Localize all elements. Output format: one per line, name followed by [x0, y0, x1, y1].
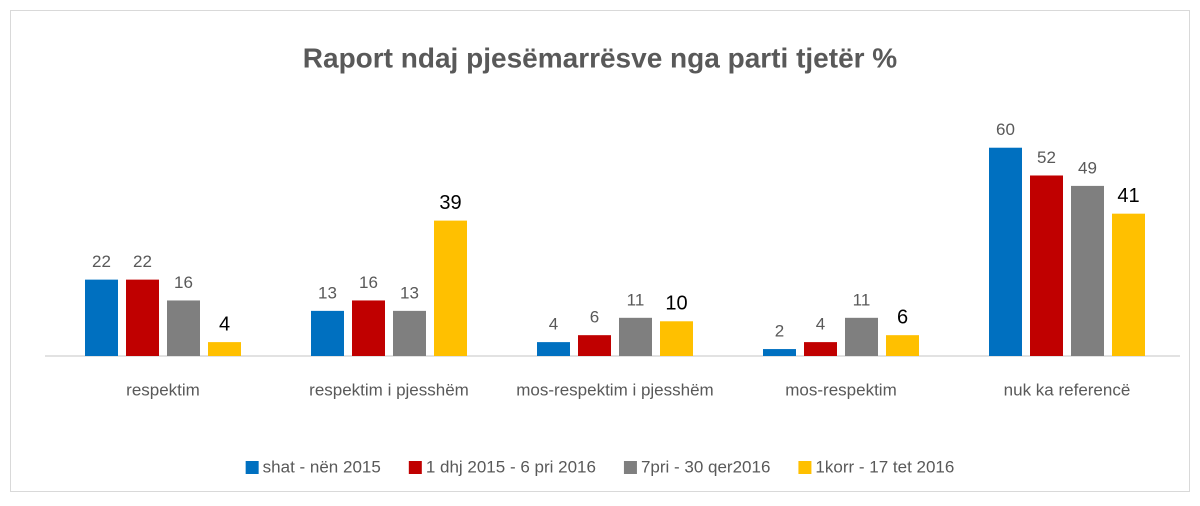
x-tick-label: respektim i pjesshëm [309, 380, 469, 399]
data-label: 41 [1117, 185, 1139, 207]
data-label: 16 [174, 273, 193, 292]
x-tick-label: nuk ka referencë [1004, 380, 1131, 399]
x-tick-label: respektim [126, 380, 200, 399]
data-label: 49 [1078, 158, 1097, 177]
data-label: 6 [897, 306, 908, 328]
bar [619, 317, 652, 356]
bar [311, 310, 344, 356]
bar [208, 342, 241, 356]
x-tick-label: mos-respektim [785, 380, 896, 399]
data-label: 22 [133, 252, 152, 271]
bar [578, 335, 611, 356]
data-label: 13 [400, 283, 419, 302]
bar [434, 220, 467, 356]
data-label: 11 [627, 290, 645, 309]
data-label: 4 [549, 315, 558, 334]
data-label: 4 [816, 315, 825, 334]
x-tick-label: mos-respektim i pjesshëm [516, 380, 713, 399]
data-label: 6 [590, 308, 599, 327]
bar [804, 342, 837, 356]
legend-label: 1korr - 17 tet 2016 [815, 457, 954, 476]
legend-label: 1 dhj 2015 - 6 pri 2016 [426, 457, 596, 476]
bar [989, 147, 1022, 356]
bar [1071, 185, 1104, 356]
data-label: 39 [439, 192, 461, 214]
legend-swatch [798, 461, 812, 474]
legend-swatch [245, 461, 259, 474]
legend-label: 7pri - 30 qer2016 [641, 457, 770, 476]
bar [763, 349, 796, 356]
legend-label: shat - nën 2015 [263, 457, 381, 476]
bar [85, 279, 118, 356]
bar [352, 300, 385, 356]
legend-swatch [623, 461, 637, 474]
data-label: 10 [665, 293, 687, 315]
data-label: 11 [853, 290, 871, 309]
bar [845, 317, 878, 356]
data-label: 13 [318, 283, 337, 302]
bar [537, 342, 570, 356]
bar [126, 279, 159, 356]
chart-title: Raport ndaj pjesëmarrësve nga parti tjet… [303, 42, 898, 73]
data-label: 16 [359, 273, 378, 292]
bar [660, 321, 693, 356]
data-label: 52 [1037, 148, 1056, 167]
bar [886, 335, 919, 356]
data-label: 22 [92, 252, 111, 271]
legend-swatch [408, 461, 422, 474]
bar [393, 310, 426, 356]
data-label: 2 [775, 322, 784, 341]
bar [1030, 175, 1063, 356]
bar [167, 300, 200, 356]
data-label: 4 [219, 313, 230, 335]
data-label: 60 [996, 120, 1015, 139]
bar [1112, 213, 1145, 356]
